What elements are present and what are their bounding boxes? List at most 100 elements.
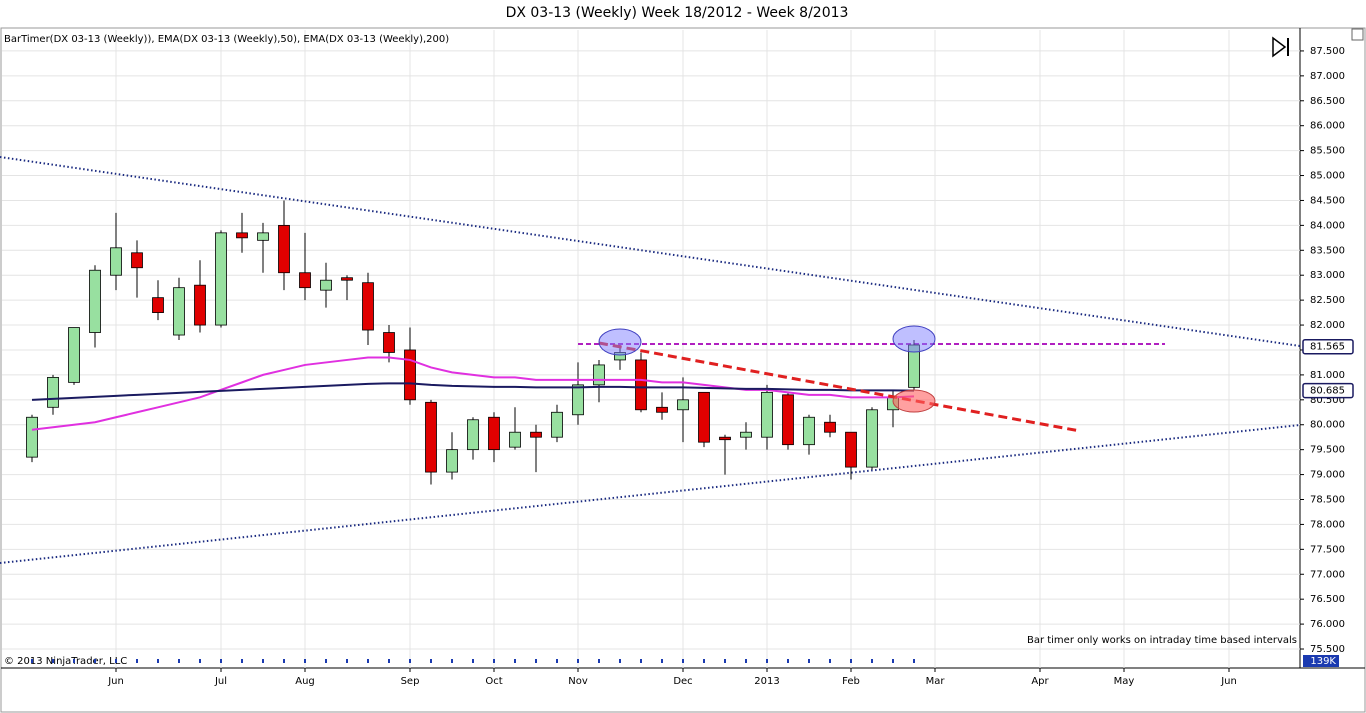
candle-body: [572, 384, 584, 416]
play-icon[interactable]: [1272, 36, 1289, 58]
bar-tick: [724, 659, 726, 663]
y-tick-label: 80.000: [1310, 420, 1345, 431]
bar-tick: [472, 659, 474, 663]
candle-body: [467, 419, 479, 451]
x-tick-label: 2013: [754, 676, 779, 687]
candle-body: [845, 431, 857, 468]
frame: [0, 27, 1366, 713]
x-tick-label: Dec: [673, 676, 692, 687]
candle-body: [215, 232, 227, 326]
bar-tick: [346, 659, 348, 663]
candle-body: [47, 376, 59, 408]
candle-body: [530, 431, 542, 438]
x-tick-label: Sep: [401, 676, 420, 687]
candle-body: [362, 282, 374, 331]
bar-tick: [430, 659, 432, 663]
x-tick-label: Jul: [214, 676, 227, 687]
candle-body: [341, 277, 353, 281]
candle-body: [68, 327, 80, 383]
lower-trendline: [0, 424, 1301, 564]
price-marker-label: 80.685: [1310, 386, 1345, 397]
bar-tick: [73, 659, 75, 663]
candle-body: [824, 421, 836, 433]
bar-tick: [241, 659, 243, 663]
bar-tick: [493, 659, 495, 663]
candle-body: [320, 279, 332, 291]
y-tick-label: 79.000: [1310, 470, 1345, 481]
bar-tick: [262, 659, 264, 663]
candle-body: [404, 349, 416, 401]
status-label: 139K: [1310, 656, 1336, 667]
upper-trendline: [0, 156, 1301, 347]
bar-tick: [661, 659, 663, 663]
bar-tick: [220, 659, 222, 663]
candle-body: [425, 401, 437, 473]
bar-tick: [892, 659, 894, 663]
candle-body: [635, 359, 647, 411]
y-tick-label: 85.500: [1310, 146, 1345, 157]
x-tick-label: Mar: [926, 676, 946, 687]
x-tick-label: May: [1114, 676, 1135, 687]
candle-body: [698, 391, 710, 443]
bar-tick: [829, 659, 831, 663]
bar-tick: [115, 659, 117, 663]
bar-tick: [31, 659, 33, 663]
y-tick-label: 78.000: [1310, 519, 1345, 530]
bar-tick: [514, 659, 516, 663]
bar-tick: [871, 659, 873, 663]
bar-tick: [850, 659, 852, 663]
bar-tick: [577, 659, 579, 663]
x-tick-label: Nov: [568, 676, 588, 687]
f-button[interactable]: [1351, 28, 1364, 41]
play-triangle[interactable]: [1272, 36, 1287, 58]
candle-body: [131, 252, 143, 269]
note: Bar timer only works on intraday time ba…: [1027, 635, 1297, 646]
bar-tick: [598, 659, 600, 663]
bar-tick: [199, 659, 201, 663]
x-tick-label: Jun: [1220, 676, 1237, 687]
bar-tick: [283, 659, 285, 663]
candle-body: [551, 411, 563, 438]
highlight-ellipse: [598, 328, 642, 356]
candle-body: [26, 416, 38, 458]
indicator-legend: BarTimer(DX 03-13 (Weekly)), EMA(DX 03-1…: [4, 34, 449, 45]
bar-tick: [409, 659, 411, 663]
bar-tick: [94, 659, 96, 663]
bar-tick: [913, 659, 915, 663]
candle-body: [488, 416, 500, 451]
x-tick-label: Jun: [107, 676, 124, 687]
candle-body: [257, 232, 269, 241]
status-box: [1303, 655, 1339, 667]
candle-body: [299, 272, 311, 289]
bar-tick: [304, 659, 306, 663]
candle-body: [89, 269, 101, 333]
bar-tick: [682, 659, 684, 663]
bar-tick: [52, 659, 54, 663]
price-marker: [1302, 338, 1354, 355]
bar-tick: [535, 659, 537, 663]
x-tick-label: Feb: [842, 676, 860, 687]
y-tick-label: 82.000: [1310, 320, 1345, 331]
y-tick-label: 85.000: [1310, 171, 1345, 182]
candle-body: [173, 287, 185, 336]
highlight-ellipse: [892, 325, 936, 353]
y-tick-label: 87.000: [1310, 71, 1345, 82]
x-tick-label: Aug: [295, 676, 315, 687]
y-tick-label: 83.500: [1310, 245, 1345, 256]
candle-body: [677, 399, 689, 411]
y-tick-label: 76.000: [1310, 619, 1345, 630]
candle-body: [194, 284, 206, 326]
downtrend-line: [598, 341, 1081, 433]
y-tick-label: 86.000: [1310, 121, 1345, 132]
y-tick-label: 78.500: [1310, 494, 1345, 505]
candle-body: [719, 436, 731, 441]
candle-body: [866, 409, 878, 468]
bar-tick: [325, 659, 327, 663]
bar-tick: [703, 659, 705, 663]
y-tick-label: 84.000: [1310, 220, 1345, 231]
highlight-ellipse: [892, 389, 936, 413]
bar-tick: [157, 659, 159, 663]
bar-tick: [451, 659, 453, 663]
candle-body: [803, 416, 815, 446]
y-tick-label: 84.500: [1310, 195, 1345, 206]
